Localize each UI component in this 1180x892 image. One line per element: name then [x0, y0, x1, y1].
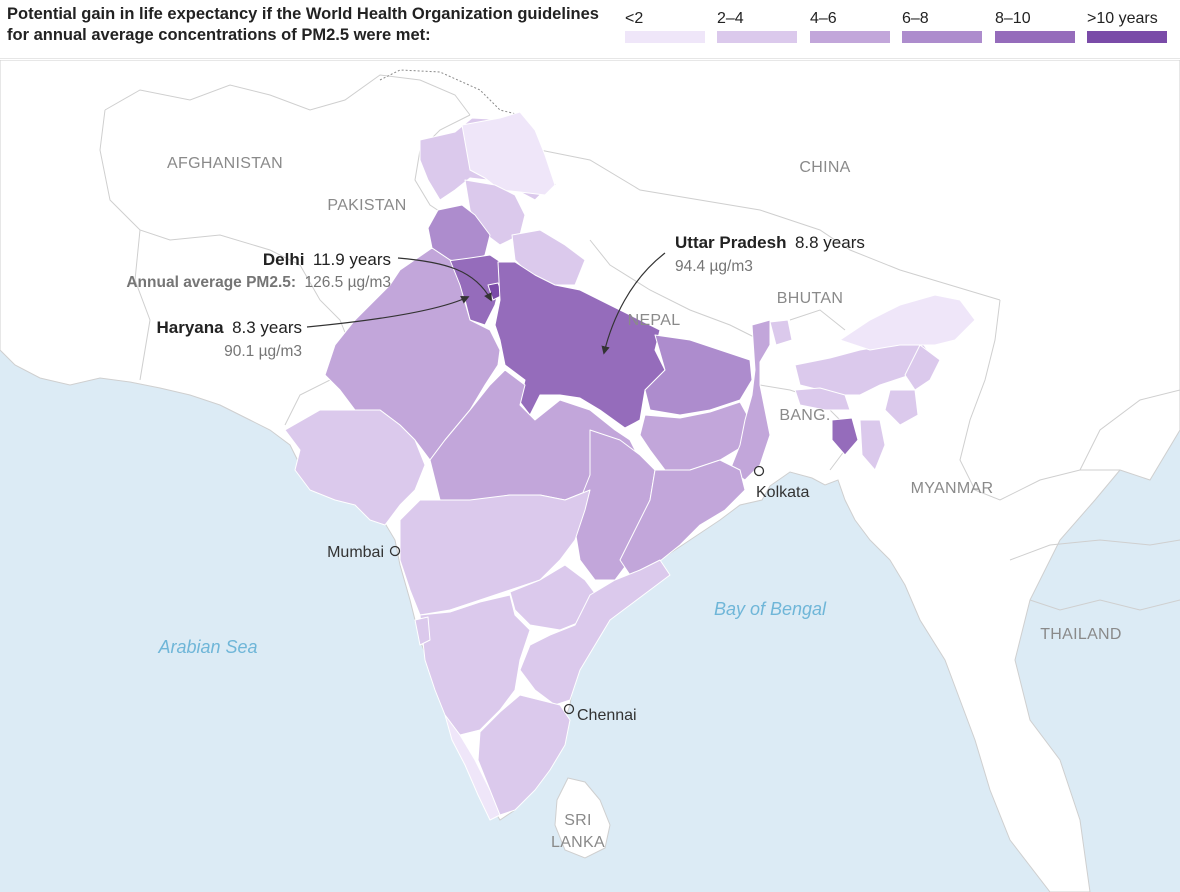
legend-swatch: [717, 31, 797, 43]
legend-swatch: [810, 31, 890, 43]
state-gujarat: [284, 409, 426, 526]
up-pm-value: 94.4 µg/m3: [675, 258, 753, 275]
sri-lanka: [554, 777, 611, 859]
haryana-pm-value: 90.1 µg/m3: [224, 343, 302, 360]
state-mizoram: [859, 419, 886, 471]
country-label: AFGHANISTAN: [167, 155, 283, 172]
country-label: SRI: [564, 812, 592, 829]
country-borders: [99, 74, 1180, 611]
legend-label: 6–8: [902, 10, 929, 27]
up-callout: Uttar Pradesh 8.8 years: [675, 233, 865, 252]
city-label: Kolkata: [756, 484, 809, 501]
legend-label: >10 years: [1087, 10, 1158, 27]
country-label: BHUTAN: [777, 290, 843, 307]
city-label: Chennai: [577, 707, 637, 724]
state-tripura: [831, 417, 859, 456]
delhi-pm-value: 126.5 µg/m3: [305, 274, 391, 291]
pm-label: Annual average PM2.5:: [126, 274, 296, 291]
country-label: THAILAND: [1040, 626, 1122, 643]
state-meghalaya: [794, 387, 851, 411]
country-label: PAKISTAN: [327, 197, 406, 214]
legend-item-6-8: 6–8: [902, 9, 982, 43]
city-marker: [389, 545, 401, 557]
delhi-value: 11.9 years: [313, 250, 391, 269]
legend-title: Potential gain in life expectancy if the…: [7, 5, 599, 44]
state-sikkim: [769, 319, 793, 346]
state-jharkhand: [639, 401, 751, 471]
up-value: 8.8 years: [795, 233, 865, 252]
country-label: BANG.: [779, 407, 830, 424]
delhi-name: Delhi: [263, 250, 305, 269]
legend-item-8-10: 8–10: [995, 9, 1075, 43]
haryana-callout: Haryana 8.3 years: [157, 318, 303, 337]
state-nagaland: [904, 344, 941, 391]
delhi-arrow: [397, 257, 492, 302]
state-odisha: [619, 459, 746, 576]
state-tamil-nadu: [477, 694, 571, 816]
delhi-pm: Annual average PM2.5: 126.5 µg/m3: [126, 274, 391, 291]
up-arrow: [601, 252, 666, 355]
country-label: MYANMAR: [911, 480, 994, 497]
legend-swatch: [995, 31, 1075, 43]
legend-label: 4–6: [810, 10, 837, 27]
india-states: [284, 111, 976, 821]
legend-swatch: [1087, 31, 1167, 43]
state-uttar-pradesh: [494, 261, 666, 429]
legend-header: Potential gain in life expectancy if the…: [0, 0, 1180, 59]
country-label: CHINA: [799, 159, 850, 176]
state-goa: [414, 616, 431, 646]
legend-item-4-6: 4–6: [810, 9, 890, 43]
state-karnataka: [419, 594, 531, 736]
state-arunachal: [839, 294, 976, 351]
sea-label: Arabian Sea: [157, 637, 257, 657]
legend-label: 2–4: [717, 10, 744, 27]
sea-label: Bay of Bengal: [714, 599, 827, 619]
state-manipur: [884, 389, 919, 426]
city-marker: [753, 465, 765, 477]
legend-item-2-4: 2–4: [717, 9, 797, 43]
state-kerala: [444, 714, 501, 821]
legend-item-gt10: >10 years: [1087, 9, 1167, 43]
legend-swatch: [625, 31, 705, 43]
up-name: Uttar Pradesh: [675, 233, 786, 252]
city-label: Mumbai: [327, 544, 384, 561]
state-andhra-pradesh: [519, 559, 671, 706]
map: AFGHANISTAN PAKISTAN CHINA NEPAL BHUTAN …: [0, 60, 1180, 892]
legend-label: <2: [625, 10, 644, 27]
delhi-callout: Delhi 11.9 years: [263, 250, 391, 269]
haryana-value: 8.3 years: [232, 318, 302, 337]
state-west-bengal: [729, 319, 771, 481]
legend-label: 8–10: [995, 10, 1031, 27]
legend-item-lt2: <2: [625, 9, 705, 43]
state-ladakh: [461, 111, 556, 196]
legend-swatch: [902, 31, 982, 43]
country-label: NEPAL: [628, 312, 681, 329]
city-marker: [563, 703, 575, 715]
country-label: LANKA: [551, 834, 605, 851]
state-bihar: [644, 334, 753, 416]
haryana-name: Haryana: [157, 318, 225, 337]
haryana-arrow: [306, 296, 470, 328]
